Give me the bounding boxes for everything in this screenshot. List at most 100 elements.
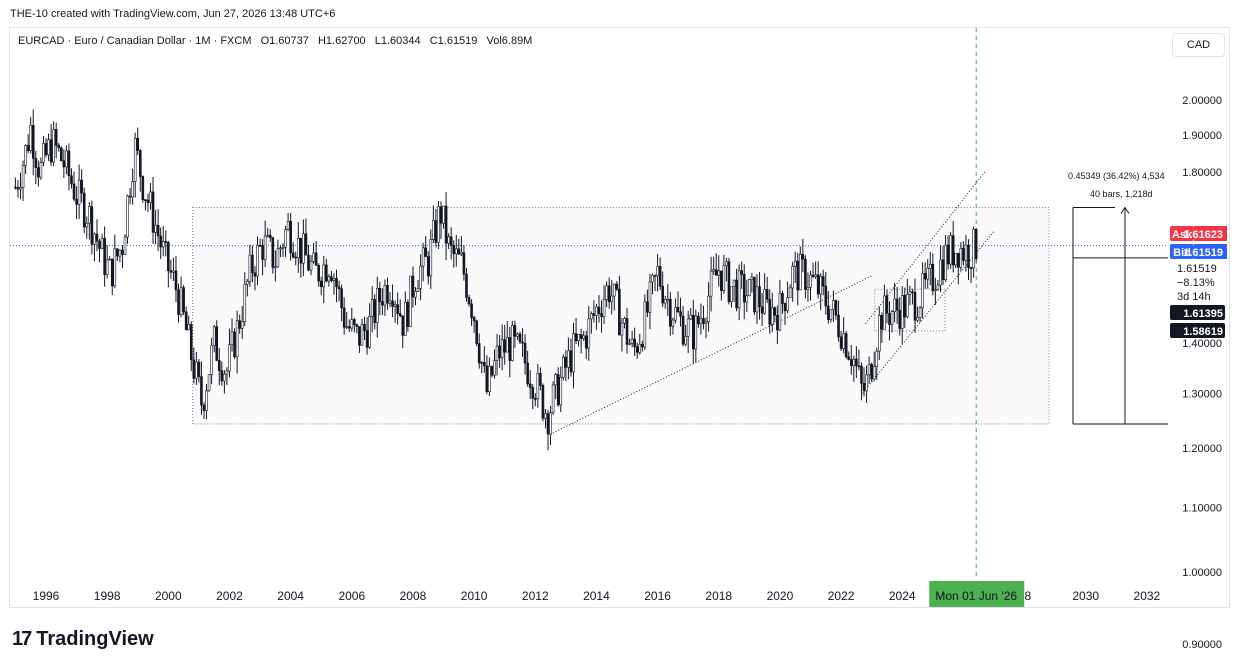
- currency-button[interactable]: CAD: [1172, 33, 1225, 57]
- candle: [184, 306, 188, 331]
- candle-body: [923, 273, 927, 280]
- candle: [870, 362, 873, 383]
- candle: [307, 244, 310, 272]
- candle: [694, 309, 698, 363]
- candle: [286, 212, 290, 232]
- candle: [52, 121, 55, 167]
- candle: [567, 337, 570, 380]
- candle: [745, 279, 749, 313]
- candle-body: [541, 385, 545, 419]
- candle: [732, 279, 736, 303]
- candle-body: [332, 278, 336, 281]
- candle-body: [564, 356, 568, 368]
- symbol-name[interactable]: EURCAD · Euro / Canadian Dollar · 1M · F…: [18, 35, 252, 47]
- candle-body: [610, 295, 614, 303]
- candle: [345, 312, 349, 330]
- candle: [312, 242, 315, 264]
- candle: [959, 242, 963, 271]
- candle: [880, 312, 884, 343]
- candle: [457, 238, 461, 255]
- candle: [941, 245, 945, 285]
- candle: [462, 245, 466, 281]
- candle: [274, 250, 277, 282]
- candle-body: [100, 238, 104, 249]
- candle-body: [271, 237, 275, 268]
- candle: [740, 261, 743, 289]
- candle-body: [16, 187, 20, 190]
- candle-body: [75, 198, 78, 205]
- x-axis-tick-label: 1996: [33, 589, 60, 603]
- candle-body: [643, 301, 647, 348]
- candle-body: [312, 252, 315, 262]
- candle: [179, 276, 183, 318]
- candle-body: [184, 311, 188, 331]
- candle-body: [663, 299, 667, 304]
- candle-body: [699, 318, 703, 325]
- candle: [335, 269, 338, 303]
- candle: [620, 318, 624, 352]
- candle: [460, 236, 463, 257]
- candle-body: [355, 324, 359, 327]
- candle: [513, 320, 517, 348]
- candle: [299, 237, 303, 278]
- candle: [556, 367, 560, 407]
- measure-arrow-head: [1120, 206, 1130, 214]
- box-lower-price-value-label: 1.58619: [1183, 326, 1223, 338]
- candle: [212, 325, 216, 353]
- candle-body: [457, 248, 461, 255]
- candle: [829, 309, 833, 323]
- candle-body: [500, 339, 504, 359]
- candle-body: [465, 273, 468, 298]
- candle: [103, 226, 106, 287]
- candle-body: [488, 366, 491, 392]
- candle-body: [409, 275, 412, 327]
- candle-body: [284, 229, 287, 248]
- candle-body: [727, 261, 731, 303]
- candle-body: [967, 244, 970, 269]
- candle-body: [928, 263, 932, 269]
- candle-body: [340, 288, 343, 309]
- candle: [936, 279, 940, 291]
- candle: [964, 234, 968, 272]
- candle: [406, 299, 410, 332]
- candle-body: [829, 309, 833, 320]
- candle-body: [906, 294, 909, 318]
- candle: [108, 256, 112, 261]
- candle-body: [243, 283, 247, 322]
- candle: [867, 356, 871, 384]
- tradingview-logo[interactable]: 17 TradingView: [12, 628, 154, 651]
- candle: [883, 284, 886, 330]
- candle-body: [353, 319, 356, 325]
- candle-body: [505, 337, 509, 353]
- candle: [42, 135, 45, 167]
- candle: [735, 268, 738, 312]
- candle-body: [223, 373, 226, 382]
- candle: [70, 168, 73, 189]
- candle: [14, 177, 17, 190]
- candle-body: [154, 224, 157, 233]
- candle-body: [653, 275, 657, 277]
- candle: [424, 235, 428, 257]
- x-axis-tick-label: 2004: [277, 589, 304, 603]
- candle-body: [432, 220, 435, 240]
- candle-body: [386, 284, 389, 304]
- candle: [44, 137, 48, 158]
- candle: [342, 297, 346, 335]
- candle-body: [837, 314, 840, 338]
- candle: [386, 277, 389, 310]
- candle-body: [34, 158, 38, 168]
- candle-body: [105, 259, 109, 275]
- candle-body: [93, 233, 96, 245]
- candle: [725, 257, 728, 282]
- candle-body: [167, 241, 170, 271]
- candle: [98, 239, 101, 263]
- candle-body: [528, 383, 532, 388]
- candle: [689, 307, 693, 321]
- candle: [663, 295, 667, 309]
- candle-body: [549, 412, 552, 435]
- candle-body: [556, 374, 560, 406]
- candle: [358, 326, 361, 353]
- candle-body: [737, 270, 741, 309]
- candle: [302, 219, 305, 277]
